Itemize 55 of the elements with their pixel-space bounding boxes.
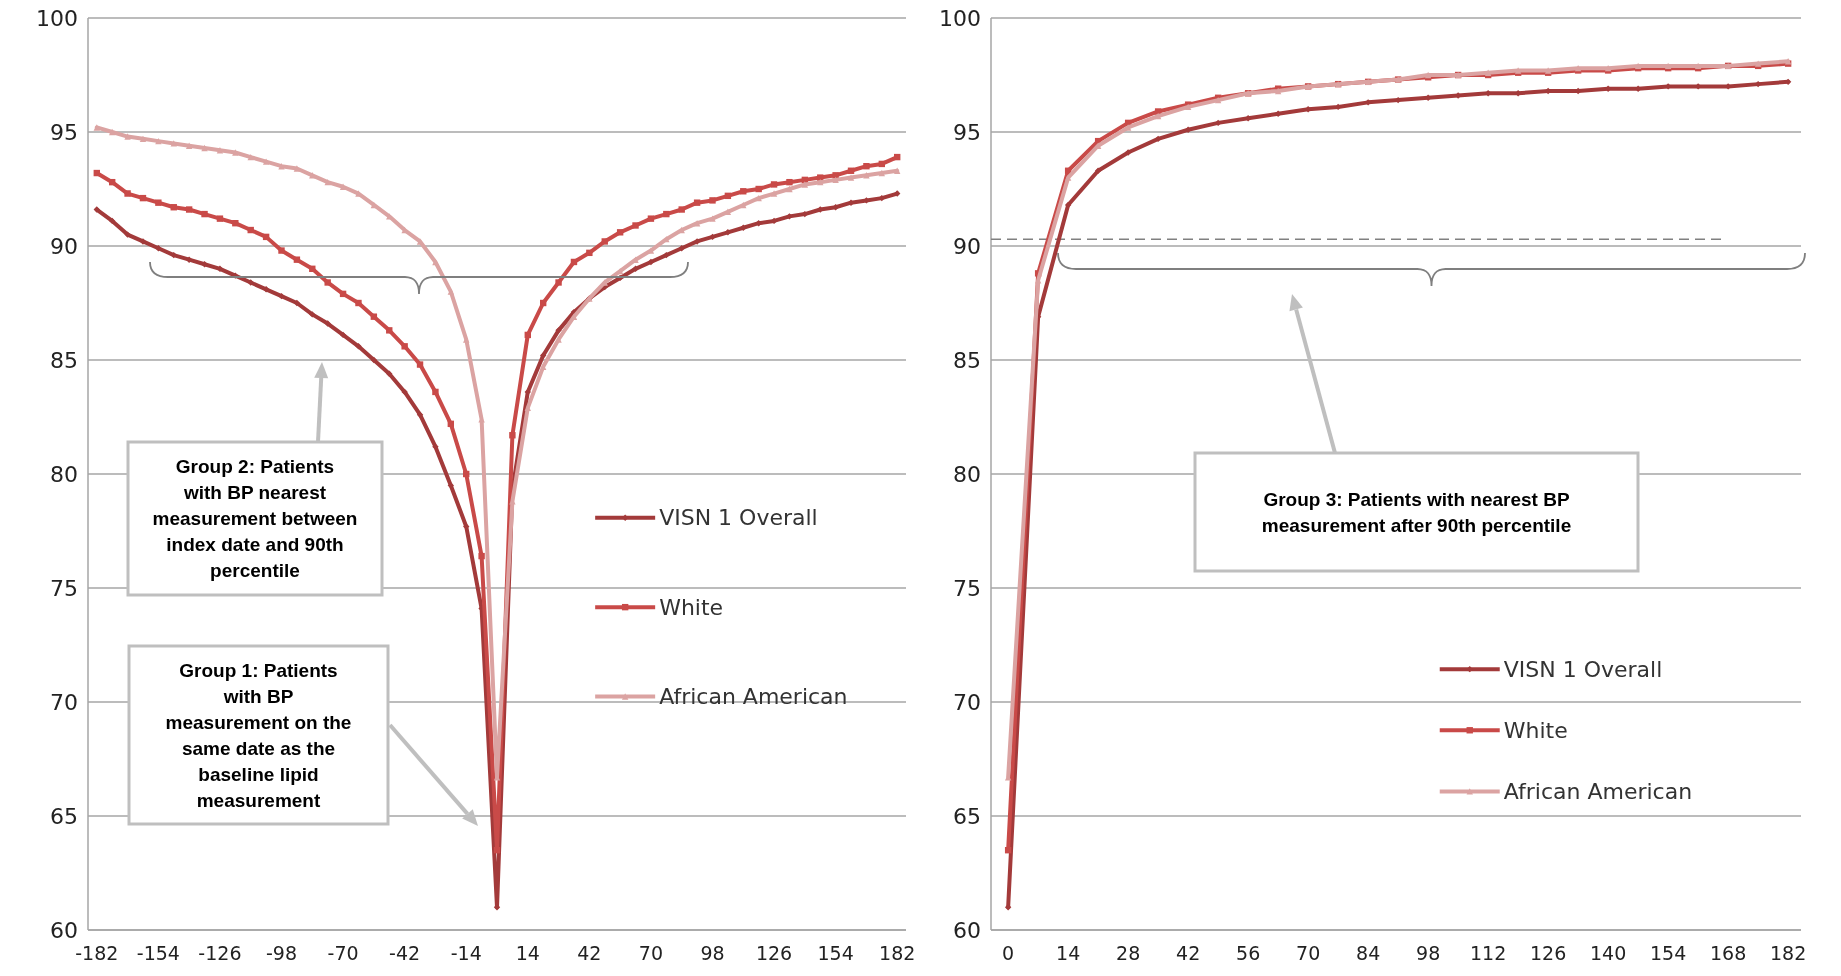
legend-label: African American xyxy=(659,684,848,710)
x-tick-label: -70 xyxy=(327,942,359,964)
legend-label: VISN 1 Overall xyxy=(659,505,818,531)
x-tick-label: -42 xyxy=(389,942,421,964)
y-tick-label: 95 xyxy=(953,119,981,145)
x-tick-label: 98 xyxy=(1416,942,1441,964)
x-tick-label: 112 xyxy=(1470,942,1507,964)
annotation: Group 2: Patients with BP nearest measurement between index date and 90th percentile xyxy=(152,456,358,582)
x-tick-label: 14 xyxy=(515,942,540,964)
y-tick-label: 90 xyxy=(953,233,981,259)
y-tick-label: 70 xyxy=(50,689,78,715)
x-tick-label: 0 xyxy=(1002,942,1015,964)
legend-label: African American xyxy=(1503,779,1693,805)
x-tick-label: 154 xyxy=(817,942,854,964)
y-tick-label: 85 xyxy=(50,347,78,373)
x-tick-label: -154 xyxy=(136,942,180,964)
x-tick-label: 42 xyxy=(1176,942,1201,964)
y-tick-label: 75 xyxy=(50,575,78,601)
x-tick-label: 168 xyxy=(1710,942,1747,964)
y-tick-label: 80 xyxy=(50,461,78,487)
x-tick-label: 126 xyxy=(755,942,793,964)
x-tick-label: 28 xyxy=(1116,942,1141,964)
x-tick-label: 126 xyxy=(1530,942,1567,964)
x-tick-label: -98 xyxy=(265,942,298,964)
x-tick-label: 70 xyxy=(1296,942,1321,964)
y-tick-label: 65 xyxy=(50,803,78,829)
x-tick-label: 154 xyxy=(1650,942,1687,964)
x-tick-label: 56 xyxy=(1236,942,1261,964)
y-tick-label: 70 xyxy=(953,689,981,715)
y-tick-label: 80 xyxy=(953,461,981,487)
x-tick-label: -182 xyxy=(75,942,119,964)
y-tick-label: 75 xyxy=(953,575,981,601)
y-tick-label: 60 xyxy=(953,917,981,943)
y-tick-label: 100 xyxy=(36,5,78,31)
legend-label: VISN 1 Overall xyxy=(1503,656,1663,682)
y-tick-label: 60 xyxy=(50,917,78,943)
x-tick-label: 182 xyxy=(1770,942,1807,964)
y-tick-label: 95 xyxy=(50,119,78,145)
annotation: Group 3: Patients with nearest BP measurement after 90th percentile xyxy=(1261,488,1572,536)
y-tick-label: 90 xyxy=(50,233,78,259)
annotation: Group 1: Patients with BP measurement on the same date as the baseline lipid measurement xyxy=(165,659,352,811)
x-tick-label: -126 xyxy=(198,942,242,964)
x-tick-label: 42 xyxy=(577,942,602,964)
y-tick-label: 85 xyxy=(953,347,981,373)
x-tick-label: 14 xyxy=(1056,942,1081,964)
x-tick-label: -14 xyxy=(450,942,482,964)
x-tick-label: 140 xyxy=(1590,942,1627,964)
legend-label: White xyxy=(659,594,724,620)
legend-label: White xyxy=(1503,717,1568,743)
x-tick-label: 98 xyxy=(700,942,725,964)
x-tick-label: 182 xyxy=(879,942,916,964)
x-tick-label: 84 xyxy=(1356,942,1381,964)
x-tick-label: 70 xyxy=(638,942,664,964)
y-tick-label: 100 xyxy=(939,5,981,31)
y-tick-label: 65 xyxy=(953,803,981,829)
